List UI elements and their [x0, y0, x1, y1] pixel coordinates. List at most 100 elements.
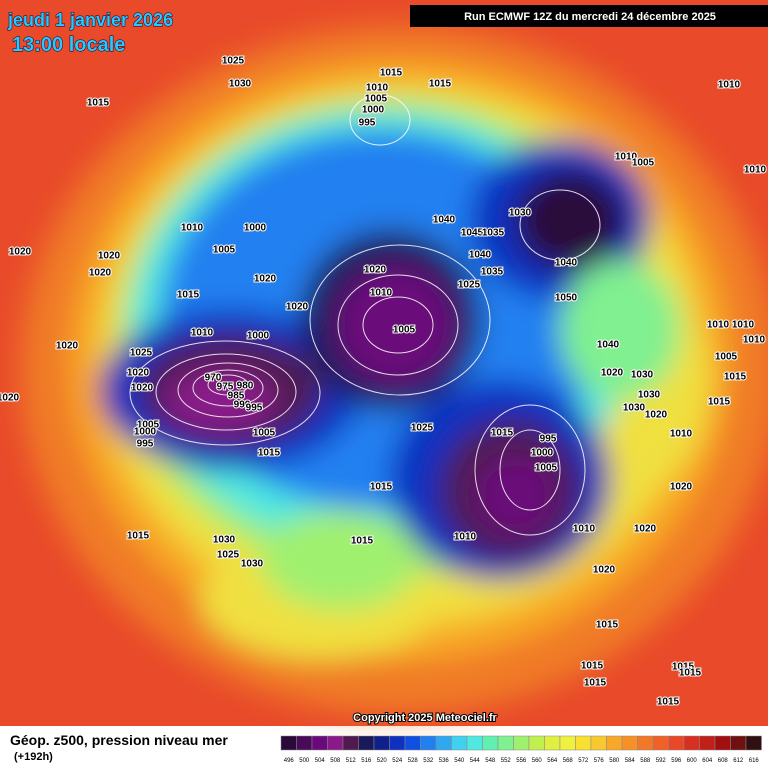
- footer-title: Géop. z500, pression niveau mer: [10, 732, 228, 748]
- isobar-label: 1010: [744, 165, 767, 176]
- isobar-label: 1005: [632, 158, 655, 169]
- isobar-label: 1045: [461, 228, 484, 239]
- legend-label: 600: [687, 758, 698, 764]
- legend-label: 504: [315, 758, 326, 764]
- isobar-label: 1020: [645, 410, 668, 421]
- legend-label: 532: [423, 758, 434, 764]
- run-banner: [410, 5, 768, 27]
- legend-label: 576: [594, 758, 605, 764]
- isobar-label: 1015: [672, 662, 695, 673]
- isobar-label: 1010: [181, 223, 204, 234]
- isobar-label: 1015: [581, 661, 604, 672]
- isobar-label: 1015: [177, 290, 200, 301]
- legend-swatch: [373, 735, 390, 751]
- isobar-label: 995: [246, 403, 263, 414]
- legend-label: 560: [532, 758, 543, 764]
- legend-swatch: [590, 735, 607, 751]
- isobar-label: 1020: [0, 393, 20, 404]
- isobar-label: 1000: [531, 448, 554, 459]
- isobar-label: 1025: [458, 280, 481, 291]
- isobar-label: 1040: [433, 215, 456, 226]
- isobar-label: 1015: [370, 482, 393, 493]
- legend-swatch: [404, 735, 421, 751]
- isobar-label: 1010: [718, 80, 741, 91]
- legend-label: 496: [284, 758, 295, 764]
- isobar-label: 995: [137, 439, 154, 450]
- isobar-label: 1010: [370, 288, 393, 299]
- legend-label: 548: [485, 758, 496, 764]
- legend-label: 544: [470, 758, 481, 764]
- isobar-label: 1005: [535, 463, 558, 474]
- legend-swatch: [513, 735, 530, 751]
- isobar-contours: [129, 94, 601, 536]
- legend-label: 520: [377, 758, 388, 764]
- isobar-label: 1010: [670, 429, 693, 440]
- legend-label: 588: [640, 758, 651, 764]
- legend-label: 500: [299, 758, 310, 764]
- isobar-label: 1015: [584, 678, 607, 689]
- run-info: Run ECMWF 12Z du mercredi 24 décembre 20…: [464, 11, 716, 23]
- legend-swatch: [621, 735, 638, 751]
- isobar-label: 1020: [364, 265, 387, 276]
- legend-label: 596: [671, 758, 682, 764]
- legend-swatch: [280, 735, 297, 751]
- isobar-label: 1000: [244, 223, 267, 234]
- isobar-label: 1035: [482, 228, 505, 239]
- isobar-label: 1010: [743, 335, 766, 346]
- isobar-label: 1025: [130, 348, 153, 359]
- isobar-label: 1020: [601, 368, 624, 379]
- isobar-label: 1005: [393, 325, 416, 336]
- isobar-label: 1020: [670, 482, 693, 493]
- legend-swatch: [730, 735, 747, 751]
- legend-swatch: [606, 735, 623, 751]
- isobar-label: 1040: [469, 250, 492, 261]
- isobar-label: 1020: [56, 341, 79, 352]
- forecast-lead: (+192h): [14, 751, 53, 763]
- legend-swatch: [420, 735, 437, 751]
- legend-swatch: [559, 735, 576, 751]
- legend-swatch: [668, 735, 685, 751]
- isobar-label: 1040: [597, 340, 620, 351]
- isobar-label: 990: [234, 400, 251, 411]
- isobar-label: 1000: [134, 427, 157, 438]
- legend-swatch: [358, 735, 375, 751]
- isobar-label: 1030: [229, 79, 252, 90]
- isobar-label: 1015: [657, 697, 680, 708]
- legend-swatch: [389, 735, 406, 751]
- isobar-label: 1025: [411, 423, 434, 434]
- isobar-label: 1020: [254, 274, 277, 285]
- legend-label: 540: [454, 758, 465, 764]
- legend-label: 584: [625, 758, 636, 764]
- isobar-label: 1015: [679, 668, 702, 679]
- legend-swatch: [482, 735, 499, 751]
- legend-swatch: [451, 735, 468, 751]
- isobar-label: 1035: [481, 267, 504, 278]
- isobar-label: 1000: [247, 331, 270, 342]
- geopotential-field: [20, 25, 768, 715]
- legend-swatch: [575, 735, 592, 751]
- isobar-label: 1010: [615, 152, 638, 163]
- isobar-label: 1020: [89, 268, 112, 279]
- isobar-label: 1030: [213, 535, 236, 546]
- legend-swatch: [637, 735, 654, 751]
- isobar-label: 1010: [366, 83, 389, 94]
- legend-label: 564: [547, 758, 558, 764]
- legend-swatch: [296, 735, 313, 751]
- isobar-label: 1015: [380, 68, 403, 79]
- legend-swatch: [544, 735, 561, 751]
- legend-label: 608: [718, 758, 729, 764]
- isobar-label: 995: [540, 434, 557, 445]
- legend-label: 552: [501, 758, 512, 764]
- date: jeudi 1 janvier 2026: [7, 10, 173, 30]
- isobar-label: 1010: [573, 524, 596, 535]
- isobar-label: 1015: [258, 448, 281, 459]
- isobar-label: 1030: [241, 559, 264, 570]
- legend-label: 524: [392, 758, 403, 764]
- isobar-label: 1025: [217, 550, 240, 561]
- isobar-label: 1050: [555, 293, 578, 304]
- isobar-label: 1015: [87, 98, 110, 109]
- copyright: Copyright 2025 Meteociel.fr: [353, 712, 497, 724]
- legend-swatch: [652, 735, 669, 751]
- isobar-label: 1020: [593, 565, 616, 576]
- isobar-label: 1030: [509, 208, 532, 219]
